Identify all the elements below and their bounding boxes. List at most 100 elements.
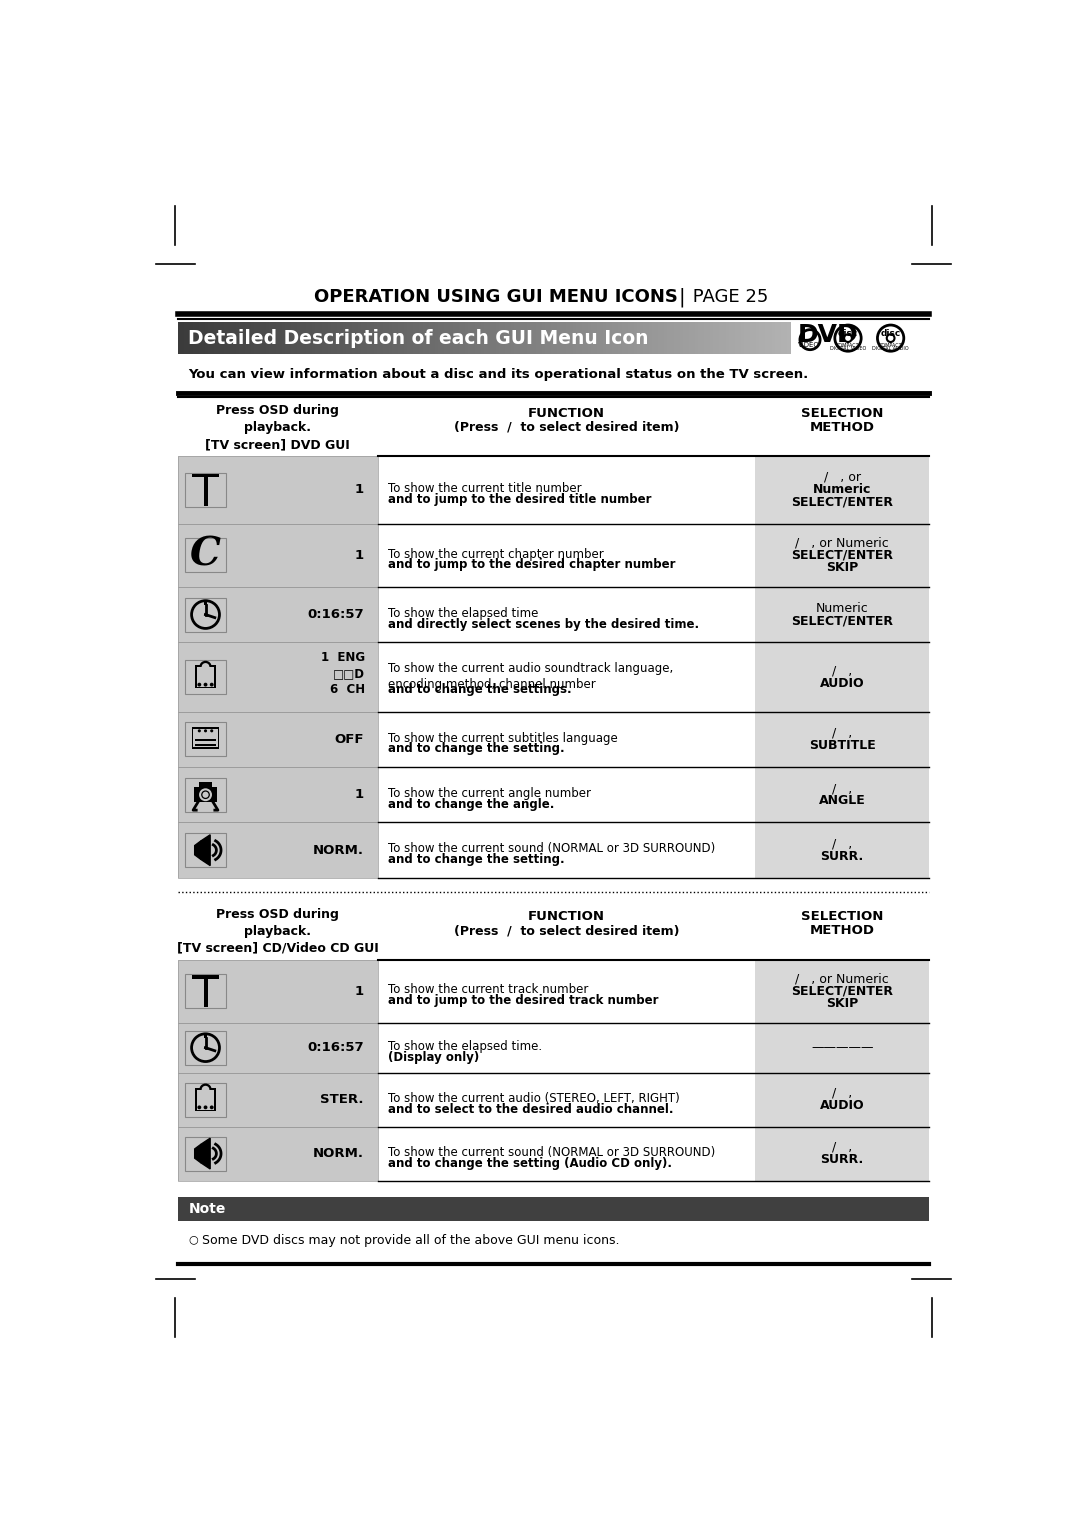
Bar (288, 322, 292, 354)
Bar (224, 322, 228, 354)
Text: To show the elapsed time.: To show the elapsed time. (389, 1041, 542, 1053)
Bar (414, 322, 417, 354)
Bar (260, 322, 265, 354)
Bar (634, 322, 637, 354)
Bar (426, 322, 430, 354)
Text: /   ,: / , (832, 837, 852, 851)
Bar (185, 723, 227, 756)
Bar (177, 1073, 378, 1126)
Text: To show the current sound (NORMAL or 3D SURROUND): To show the current sound (NORMAL or 3D … (389, 1146, 716, 1158)
Text: and to jump to the desired track number: and to jump to the desired track number (389, 995, 659, 1007)
Bar (732, 322, 735, 354)
Bar (177, 960, 378, 1022)
Bar (621, 322, 625, 354)
Text: SELECT/ENTER: SELECT/ENTER (792, 495, 893, 509)
Bar (481, 322, 485, 354)
Bar (185, 833, 227, 866)
Bar (554, 322, 558, 354)
Bar (334, 322, 338, 354)
Bar (177, 960, 378, 1022)
Bar (251, 322, 255, 354)
Bar (410, 322, 414, 354)
Bar (591, 322, 595, 354)
Bar (270, 322, 273, 354)
Circle shape (211, 729, 213, 732)
Bar (756, 322, 760, 354)
Bar (374, 322, 377, 354)
Text: and to change the setting.: and to change the setting. (389, 743, 565, 755)
Bar (469, 322, 472, 354)
Circle shape (198, 1105, 201, 1109)
Bar (781, 322, 784, 354)
Bar (437, 322, 442, 354)
Bar (191, 727, 219, 749)
Bar (177, 322, 181, 354)
Bar (751, 322, 754, 354)
Text: To show the current sound (NORMAL or 3D SURROUND): To show the current sound (NORMAL or 3D … (389, 842, 716, 856)
Bar (762, 322, 766, 354)
Text: Note: Note (189, 1203, 226, 1216)
Bar (180, 322, 185, 354)
Bar (524, 322, 527, 354)
Text: /   , or Numeric: / , or Numeric (795, 536, 889, 550)
Text: To show the current track number: To show the current track number (389, 984, 589, 996)
Bar (185, 975, 227, 1008)
Bar (177, 642, 378, 712)
Text: 1  ENG
□□D
6  CH: 1 ENG □□D 6 CH (321, 651, 365, 697)
Bar (212, 322, 215, 354)
Text: disc: disc (838, 329, 859, 338)
Text: OFF: OFF (334, 733, 364, 746)
Bar (185, 1137, 227, 1170)
Bar (217, 322, 221, 354)
Text: Detailed Description of each GUI Menu Icon: Detailed Description of each GUI Menu Ic… (188, 329, 648, 348)
Bar (566, 322, 570, 354)
Bar (194, 744, 216, 746)
Bar (185, 833, 227, 866)
Bar (177, 524, 378, 587)
Bar (282, 322, 285, 354)
Text: To show the current audio soundtrack language,
encoding method, channel number: To show the current audio soundtrack lan… (389, 662, 674, 691)
Circle shape (191, 1034, 219, 1062)
Polygon shape (194, 1144, 201, 1163)
Bar (542, 322, 545, 354)
Bar (527, 322, 530, 354)
Bar (337, 322, 340, 354)
Bar (529, 322, 534, 354)
Circle shape (198, 683, 201, 686)
Bar (177, 822, 378, 879)
Bar (576, 322, 580, 354)
Bar (759, 322, 764, 354)
Bar (330, 322, 335, 354)
Bar (698, 322, 702, 354)
Bar (294, 322, 298, 354)
Bar (551, 322, 555, 354)
Bar (367, 322, 372, 354)
Bar (177, 822, 378, 879)
Bar (627, 322, 632, 354)
Bar (319, 322, 322, 354)
Bar (784, 322, 787, 354)
Text: OPERATION USING GUI MENU ICONS: OPERATION USING GUI MENU ICONS (313, 289, 677, 306)
Polygon shape (194, 840, 201, 859)
Bar (185, 1083, 227, 1117)
Bar (185, 660, 227, 694)
Text: ANGLE: ANGLE (819, 795, 865, 807)
Bar (661, 322, 665, 354)
Bar (230, 322, 233, 354)
Text: ○: ○ (189, 1235, 199, 1244)
Text: /   ,: / , (832, 665, 852, 677)
Bar (193, 729, 218, 747)
Bar (315, 322, 320, 354)
Bar (185, 1031, 227, 1065)
Text: SELECTION: SELECTION (801, 911, 883, 923)
Bar (185, 1137, 227, 1170)
Bar (184, 322, 188, 354)
Bar (185, 975, 227, 1008)
Bar (307, 322, 310, 354)
Text: SELECT/ENTER: SELECT/ENTER (792, 984, 893, 998)
Text: |: | (678, 287, 685, 307)
Circle shape (204, 613, 207, 616)
Bar (199, 322, 203, 354)
Bar (505, 322, 509, 354)
Bar (787, 322, 791, 354)
